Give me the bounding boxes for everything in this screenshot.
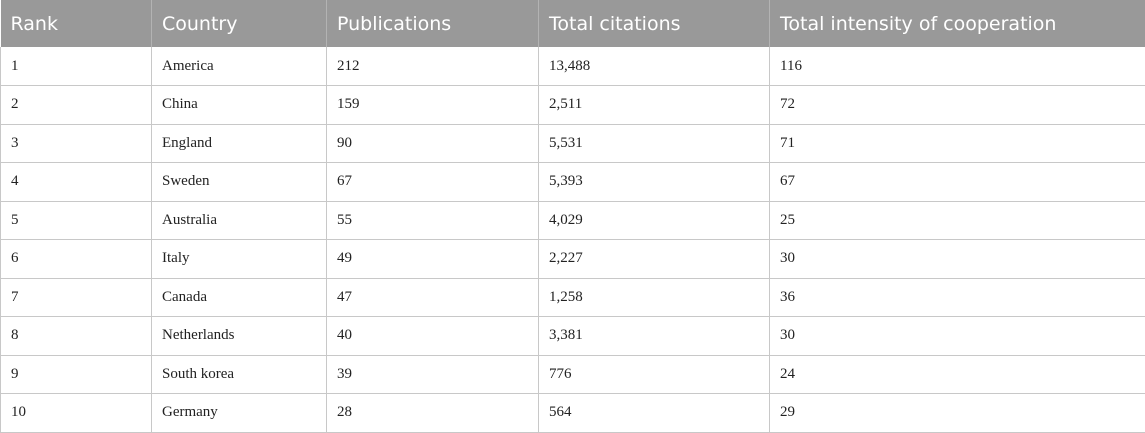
cell-cooperation-intensity: 29 <box>769 393 1145 433</box>
header-rank: Rank <box>0 0 152 47</box>
table-row: 8 Netherlands 40 3,381 30 <box>0 316 1145 356</box>
table-row: 7 Canada 47 1,258 36 <box>0 278 1145 317</box>
table-row: 5 Australia 55 4,029 25 <box>0 201 1145 240</box>
cell-publications: 90 <box>326 124 539 163</box>
cell-country: Sweden <box>151 162 327 202</box>
cell-rank: 9 <box>0 355 152 394</box>
cell-publications: 49 <box>326 239 539 279</box>
cell-total-citations: 2,227 <box>538 239 770 279</box>
cell-country: Netherlands <box>151 316 327 356</box>
cell-cooperation-intensity: 24 <box>769 355 1145 394</box>
cell-rank: 8 <box>0 316 152 356</box>
cell-publications: 28 <box>326 393 539 433</box>
cell-rank: 6 <box>0 239 152 279</box>
cell-cooperation-intensity: 36 <box>769 278 1145 317</box>
cell-country: Italy <box>151 239 327 279</box>
cell-publications: 67 <box>326 162 539 202</box>
table-row: 9 South korea 39 776 24 <box>0 355 1145 394</box>
cell-publications: 47 <box>326 278 539 317</box>
cell-rank: 3 <box>0 124 152 163</box>
cell-publications: 55 <box>326 201 539 240</box>
cell-publications: 212 <box>326 47 539 86</box>
table-body: 1 America 212 13,488 116 2 China 159 2,5… <box>0 47 1145 433</box>
cell-total-citations: 5,393 <box>538 162 770 202</box>
table-row: 3 England 90 5,531 71 <box>0 124 1145 163</box>
cell-country: Germany <box>151 393 327 433</box>
cell-total-citations: 2,511 <box>538 85 770 125</box>
table-row: 4 Sweden 67 5,393 67 <box>0 162 1145 202</box>
table-row: 1 America 212 13,488 116 <box>0 47 1145 86</box>
cell-total-citations: 1,258 <box>538 278 770 317</box>
cell-cooperation-intensity: 25 <box>769 201 1145 240</box>
cell-cooperation-intensity: 30 <box>769 239 1145 279</box>
cell-cooperation-intensity: 67 <box>769 162 1145 202</box>
cell-cooperation-intensity: 72 <box>769 85 1145 125</box>
header-country: Country <box>151 0 327 47</box>
cell-cooperation-intensity: 30 <box>769 316 1145 356</box>
header-row: Rank Country Publications Total citation… <box>0 0 1145 47</box>
cell-rank: 1 <box>0 47 152 86</box>
cell-cooperation-intensity: 116 <box>769 47 1145 86</box>
cell-total-citations: 776 <box>538 355 770 394</box>
header-publications: Publications <box>326 0 539 47</box>
cell-publications: 40 <box>326 316 539 356</box>
cell-total-citations: 3,381 <box>538 316 770 356</box>
cell-rank: 4 <box>0 162 152 202</box>
table-row: 10 Germany 28 564 29 <box>0 393 1145 433</box>
table-header: Rank Country Publications Total citation… <box>0 0 1145 47</box>
cell-country: China <box>151 85 327 125</box>
cell-cooperation-intensity: 71 <box>769 124 1145 163</box>
header-total-citations: Total citations <box>538 0 770 47</box>
cell-total-citations: 13,488 <box>538 47 770 86</box>
cell-country: Australia <box>151 201 327 240</box>
cell-rank: 5 <box>0 201 152 240</box>
cell-country: South korea <box>151 355 327 394</box>
cell-total-citations: 4,029 <box>538 201 770 240</box>
header-cooperation-intensity: Total intensity of cooperation <box>769 0 1145 47</box>
table-row: 2 China 159 2,511 72 <box>0 85 1145 125</box>
cell-country: America <box>151 47 327 86</box>
cell-publications: 39 <box>326 355 539 394</box>
cell-country: Canada <box>151 278 327 317</box>
cell-total-citations: 564 <box>538 393 770 433</box>
table-row: 6 Italy 49 2,227 30 <box>0 239 1145 279</box>
cell-rank: 10 <box>0 393 152 433</box>
cell-total-citations: 5,531 <box>538 124 770 163</box>
cell-rank: 7 <box>0 278 152 317</box>
cell-rank: 2 <box>0 85 152 125</box>
cell-publications: 159 <box>326 85 539 125</box>
cell-country: England <box>151 124 327 163</box>
